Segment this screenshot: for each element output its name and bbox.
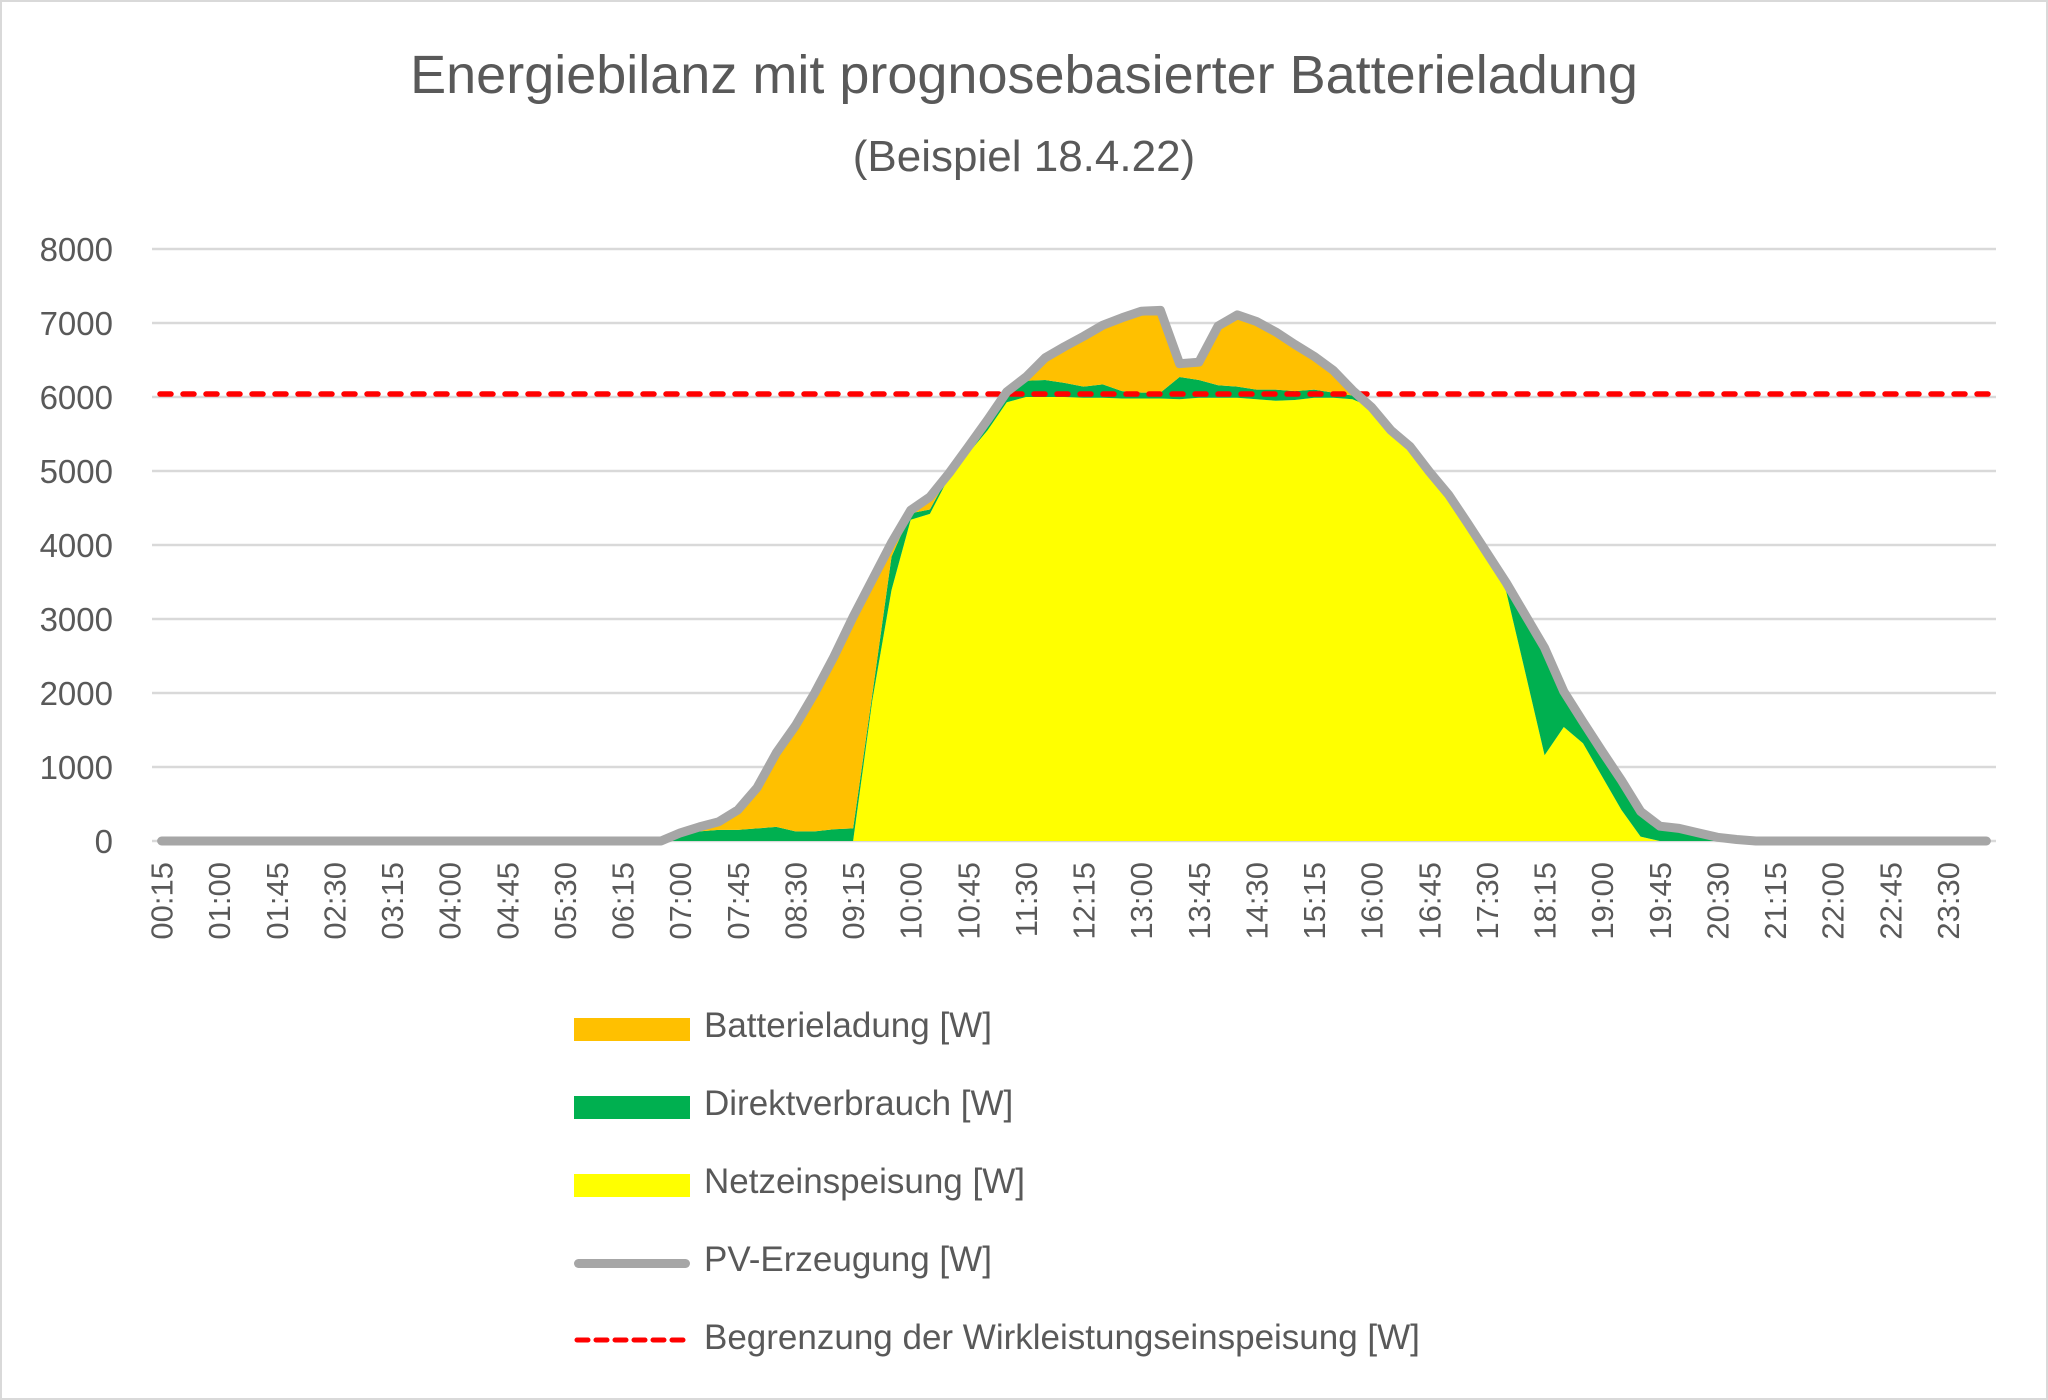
- series-lines: [157, 305, 1991, 846]
- legend-line-pv-erzeugung: [574, 1259, 690, 1268]
- chart-title: Energiebilanz mit prognosebasierter Batt…: [410, 45, 1638, 105]
- legend-label-netzeinspeisung: Netzeinspeisung [W]: [704, 1162, 1025, 1201]
- x-tick-label: 16:45: [1412, 862, 1447, 940]
- x-axis-tick-labels: 00:15 01:00 01:45 02:30 03:15 04:00 04:45 05:30…: [145, 862, 1966, 940]
- y-tick-label: 8000: [40, 231, 113, 268]
- legend-item-direktverbrauch: Direktverbrauch [W]: [574, 1082, 1574, 1132]
- x-tick-label: 02:30: [318, 862, 353, 940]
- legend-swatch-direktverbrauch: [574, 1096, 690, 1119]
- legend-item-begrenzung: Begrenzung der Wirkleistungseinspeisung …: [574, 1316, 1574, 1366]
- y-tick-label: 0: [95, 823, 113, 860]
- y-tick-label: 3000: [40, 601, 113, 638]
- x-tick-label: 14:30: [1240, 862, 1275, 940]
- line-pv-erzeugung: [157, 305, 1991, 846]
- x-tick-label: 13:00: [1124, 862, 1159, 940]
- y-tick-label: 5000: [40, 453, 113, 490]
- x-tick-label: 05:30: [548, 862, 583, 940]
- x-tick-label: 10:00: [894, 862, 929, 940]
- legend-swatch-netzeinspeisung: [574, 1174, 690, 1197]
- x-tick-label: 22:00: [1816, 862, 1851, 940]
- x-tick-label: 04:00: [433, 862, 468, 940]
- legend-label-pv-erzeugung: PV-Erzeugung [W]: [704, 1240, 992, 1279]
- legend-label-begrenzung: Begrenzung der Wirkleistungseinspeisung …: [704, 1318, 1420, 1357]
- x-tick-label: 01:45: [260, 862, 295, 940]
- area-netzeinspeisung: [161, 397, 1987, 841]
- legend-label-direktverbrauch: Direktverbrauch [W]: [704, 1084, 1014, 1123]
- y-tick-label: 1000: [40, 749, 113, 786]
- x-tick-label: 11:30: [1009, 862, 1044, 937]
- x-tick-label: 17:30: [1470, 862, 1505, 940]
- x-tick-label: 22:45: [1873, 862, 1908, 940]
- y-tick-label: 7000: [40, 305, 113, 342]
- legend-label-batterieladung: Batterieladung [W]: [704, 1006, 992, 1045]
- x-tick-label: 09:15: [836, 862, 871, 940]
- x-tick-label: 20:30: [1701, 862, 1736, 940]
- chart-subtitle: (Beispiel 18.4.22): [852, 132, 1196, 181]
- y-tick-label: 2000: [40, 675, 113, 712]
- x-tick-label: 01:00: [202, 862, 237, 940]
- x-tick-label: 16:00: [1355, 862, 1390, 940]
- x-tick-label: 10:45: [951, 862, 986, 940]
- x-tick-label: 08:30: [779, 862, 814, 940]
- x-tick-label: 18:15: [1528, 862, 1563, 940]
- y-tick-label: 6000: [40, 379, 113, 416]
- y-axis-tick-labels: 0 1000 2000 3000 4000 5000 6000 7000 8000: [40, 231, 113, 860]
- x-tick-label: 13:45: [1182, 862, 1217, 940]
- x-tick-label: 04:45: [490, 862, 525, 940]
- x-tick-label: 07:00: [663, 862, 698, 940]
- y-tick-label: 4000: [40, 527, 113, 564]
- legend-item-pv-erzeugung: PV-Erzeugung [W]: [574, 1238, 1574, 1288]
- x-tick-label: 03:15: [375, 862, 410, 940]
- x-tick-label: 12:15: [1067, 862, 1102, 940]
- x-tick-label: 07:45: [721, 862, 756, 940]
- stacked-areas: [161, 310, 1987, 841]
- legend-swatch-batterieladung: [574, 1018, 690, 1041]
- x-tick-label: 06:15: [606, 862, 641, 940]
- x-tick-label: 00:15: [145, 862, 180, 940]
- x-tick-label: 21:15: [1758, 862, 1793, 940]
- x-tick-label: 23:30: [1931, 862, 1966, 940]
- x-tick-label: 19:45: [1643, 862, 1678, 940]
- legend-item-netzeinspeisung: Netzeinspeisung [W]: [574, 1160, 1574, 1210]
- legend-item-batterieladung: Batterieladung [W]: [574, 1004, 1574, 1054]
- legend-dash-begrenzung: [574, 1337, 690, 1343]
- x-tick-label: 19:00: [1585, 862, 1620, 940]
- x-tick-label: 15:15: [1297, 862, 1332, 940]
